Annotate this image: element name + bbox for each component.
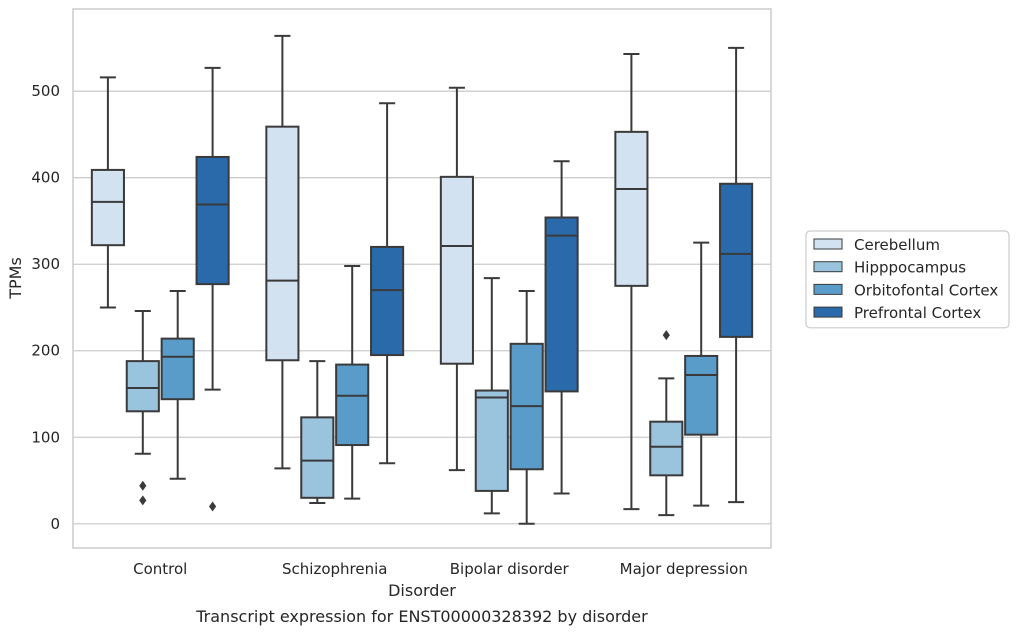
y-tick-label: 200 (31, 342, 60, 360)
y-tick-label: 0 (50, 515, 60, 533)
y-tick-label: 300 (31, 255, 60, 273)
box-cerebellum (439, 86, 474, 472)
box-body (439, 175, 474, 365)
x-tick-label: Control (133, 560, 187, 578)
box-hipppocampus (649, 330, 684, 517)
legend-label: Prefrontal Cortex (854, 304, 981, 322)
x-axis-title: Disorder (388, 581, 456, 600)
box-body (335, 363, 370, 447)
box-prefrontal-cortex (544, 160, 579, 495)
box-cerebellum (90, 76, 125, 309)
x-tick-label: Major depression (620, 560, 748, 578)
legend-label: Cerebellum (854, 236, 940, 254)
box-orbitofontal-cortex (160, 290, 195, 480)
outlier-point (139, 480, 147, 491)
box-body (195, 155, 230, 286)
box-body (160, 337, 195, 401)
legend-label: Orbitofontal Cortex (854, 281, 998, 299)
box-cerebellum (265, 34, 300, 470)
y-tick-label: 100 (31, 428, 60, 446)
box-body (90, 168, 125, 247)
box-body (474, 389, 509, 492)
box-prefrontal-cortex (195, 66, 230, 512)
box-plot-series (90, 34, 754, 525)
box-orbitofontal-cortex (509, 290, 544, 525)
box-body (649, 420, 684, 477)
box-body (125, 360, 160, 413)
box-cerebellum (614, 52, 649, 511)
box-body (544, 216, 579, 393)
legend-box (805, 230, 1010, 329)
chart-caption: Transcript expression for ENST0000032839… (195, 607, 648, 626)
legend-swatch (813, 283, 843, 295)
box-prefrontal-cortex (719, 46, 754, 504)
outlier-point (209, 501, 217, 512)
legend-swatch (813, 238, 843, 250)
outlier-point (662, 330, 670, 341)
outlier-point (139, 495, 147, 506)
legend-swatch (813, 261, 843, 273)
box-orbitofontal-cortex (684, 241, 719, 507)
legend-label: Hipppocampus (854, 259, 966, 277)
box-body (300, 416, 335, 499)
box-prefrontal-cortex (370, 102, 405, 465)
x-axis-ticks: Control Schizophrenia Bipolar disorder Majo… (133, 560, 748, 578)
box-orbitofontal-cortex (335, 264, 370, 500)
box-body (370, 245, 405, 357)
box-hipppocampus (474, 277, 509, 515)
x-tick-label: Schizophrenia (282, 560, 387, 578)
legend: Cerebellum Hipppocampus Orbitofontal Corte… (805, 230, 1010, 329)
x-tick-label: Bipolar disorder (450, 560, 570, 578)
box-body (614, 130, 649, 287)
box-hipppocampus (125, 309, 160, 506)
box-body (265, 125, 300, 362)
y-tick-label: 400 (31, 169, 60, 187)
plot-area-frame (72, 8, 772, 549)
y-axis-title: TPMs (6, 257, 25, 300)
box-body (684, 354, 719, 436)
legend-swatch (813, 306, 843, 318)
box-hipppocampus (300, 360, 335, 505)
y-tick-label: 500 (31, 82, 60, 100)
box-body (719, 182, 754, 338)
y-axis-ticks: 0 100 200 300 400 500 (31, 82, 60, 533)
